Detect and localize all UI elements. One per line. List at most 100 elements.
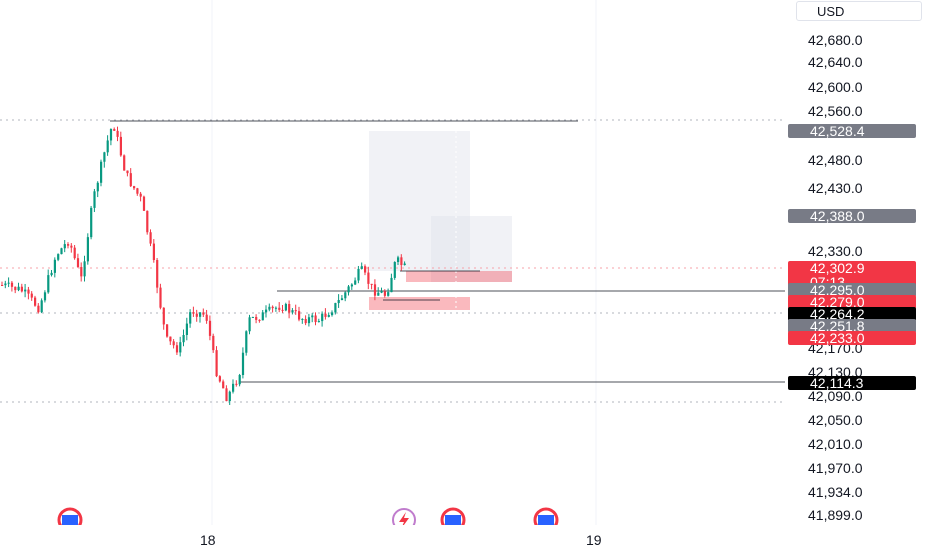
- candle-body: [222, 381, 225, 389]
- price-tick-label: 42,680.0: [808, 32, 863, 48]
- candle-body: [67, 244, 70, 246]
- candle-body: [185, 323, 188, 335]
- candle-body: [251, 316, 254, 318]
- candle-body: [53, 259, 56, 273]
- currency-button[interactable]: USD: [796, 1, 922, 21]
- candle-body: [17, 286, 20, 291]
- candle-body: [119, 136, 122, 156]
- us-flag-event-icon[interactable]: [440, 507, 466, 525]
- candle-body: [324, 313, 327, 317]
- candle-body: [1, 285, 4, 286]
- us-flag-event-icon[interactable]: [57, 507, 83, 525]
- price-label-badge[interactable]: 42,114.3: [788, 376, 916, 390]
- candle-body: [10, 282, 14, 287]
- candle-body: [232, 383, 235, 392]
- candle-body: [228, 391, 231, 402]
- candle-body: [90, 207, 93, 238]
- price-label-badge[interactable]: 42,251.8: [788, 319, 916, 333]
- candle-body: [281, 309, 284, 311]
- candle-body: [225, 388, 228, 402]
- candle-body: [189, 312, 192, 324]
- candle-body: [288, 303, 291, 313]
- price-tick-label: 42,430.0: [808, 180, 863, 196]
- candle-body: [14, 286, 17, 291]
- candle-body: [73, 247, 76, 259]
- candle-body: [347, 286, 350, 293]
- candle-body: [166, 324, 169, 337]
- candle-body: [364, 266, 367, 273]
- candle-body: [354, 280, 357, 285]
- candle-body: [136, 188, 139, 194]
- price-tick-label: 42,090.0: [808, 388, 863, 404]
- price-tick-label: 41,934.0: [808, 484, 863, 500]
- candle-body: [298, 311, 301, 320]
- candle-body: [24, 289, 27, 292]
- candle-body: [103, 152, 106, 162]
- candle-body: [43, 292, 47, 301]
- candle-body: [4, 283, 7, 286]
- candle-body: [331, 312, 334, 316]
- price-plot-area[interactable]: [0, 0, 785, 525]
- price-label-badge[interactable]: 42,233.0: [788, 331, 916, 345]
- candle-body: [96, 182, 99, 192]
- candle-body: [304, 318, 307, 324]
- price-label-badge[interactable]: 42,279.0: [788, 295, 916, 309]
- candle-body: [57, 254, 60, 260]
- price-tick-label: 42,480.0: [808, 152, 863, 168]
- candle-body: [129, 173, 132, 187]
- candle-body: [159, 287, 162, 308]
- price-tick-label: 41,899.0: [808, 507, 863, 523]
- price-label-badge[interactable]: 42,528.4: [788, 124, 916, 138]
- candle-body: [215, 350, 218, 377]
- last-price-badge[interactable]: 42,302.9 07:13: [788, 261, 916, 289]
- candle-body: [80, 267, 83, 277]
- candle-body: [317, 321, 320, 323]
- position-box[interactable]: [369, 131, 470, 271]
- candle-body: [83, 261, 86, 277]
- candle-body: [268, 306, 271, 310]
- candle-body: [393, 262, 396, 278]
- candle-body: [284, 303, 287, 311]
- candle-body: [350, 284, 353, 287]
- candle-body: [126, 170, 129, 174]
- candle-body: [397, 257, 400, 263]
- candle-body: [116, 130, 119, 137]
- candle-body: [40, 300, 43, 313]
- candle-body: [133, 186, 136, 189]
- price-tick-label: 41,970.0: [808, 460, 863, 476]
- candle-body: [245, 331, 248, 353]
- price-tick-label: 42,130.0: [808, 364, 863, 380]
- candle-body: [106, 140, 109, 153]
- candle-body: [47, 275, 50, 293]
- candle-body: [357, 268, 360, 281]
- candle-body: [34, 297, 37, 306]
- price-label-badge[interactable]: 42,388.0: [788, 209, 916, 223]
- candle-body: [169, 336, 172, 342]
- price-tick-label: 42,330.0: [808, 243, 863, 259]
- candle-body: [373, 284, 377, 296]
- candle-body: [208, 320, 212, 336]
- candle-body: [278, 307, 281, 310]
- time-tick-label: 18: [200, 532, 216, 548]
- candle-body: [403, 263, 406, 266]
- candle-body: [340, 298, 344, 301]
- price-label-badge[interactable]: 42,295.0: [788, 283, 916, 297]
- candle-body: [387, 292, 390, 296]
- candle-body: [327, 315, 330, 317]
- candle-body: [142, 196, 146, 211]
- lightning-event-icon[interactable]: [392, 508, 416, 525]
- candle-body: [179, 342, 182, 353]
- stop-zone[interactable]: [406, 271, 512, 282]
- candle-body: [37, 305, 40, 313]
- candle-body: [156, 260, 159, 288]
- stop-zone[interactable]: [369, 297, 470, 310]
- candle-body: [195, 313, 198, 317]
- candle-body: [7, 282, 10, 284]
- candle-body: [294, 310, 297, 312]
- candle-body: [113, 129, 116, 131]
- candle-body: [175, 345, 179, 353]
- price-label-badge[interactable]: 42,264.2: [788, 307, 916, 321]
- candle-body: [367, 272, 370, 284]
- us-flag-event-icon[interactable]: [533, 507, 559, 525]
